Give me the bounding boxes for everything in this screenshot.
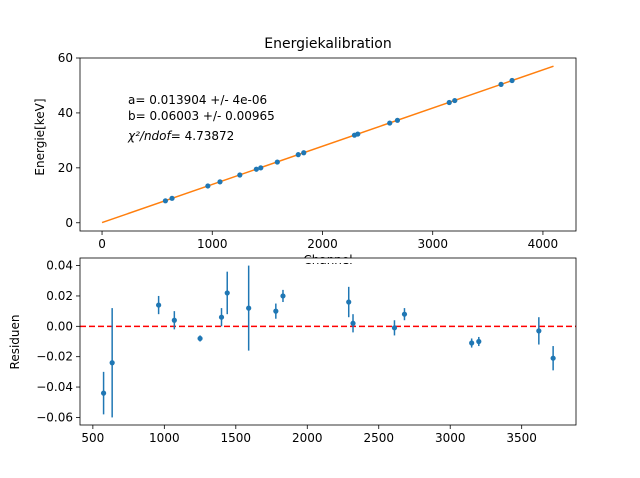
residuals-top-band — [80, 258, 576, 263]
calibration-x-tick-label: 0 — [98, 237, 106, 251]
calibration-marks — [79, 57, 577, 232]
residual-point — [197, 335, 203, 342]
residual-point — [156, 302, 162, 308]
residuals-x-tick-label: 3500 — [506, 431, 537, 445]
calibration-point — [295, 152, 301, 158]
residual-point — [109, 360, 115, 366]
calibration-point — [217, 179, 223, 185]
annotation-chi2: χ²/ndof= 4.73872 — [127, 129, 234, 143]
calibration-x-tick-label: 4000 — [528, 237, 559, 251]
calibration-point — [205, 183, 211, 189]
residual-point — [273, 308, 279, 314]
annotation-chi2-symbol: χ²/ndof — [127, 129, 173, 143]
calibration-x-tick-label: 3000 — [417, 237, 448, 251]
calibration-ticks: 0 1000 2000 3000 4000 0 20 40 60 — [58, 51, 558, 251]
residuals-x-tick-label: 2000 — [292, 431, 323, 445]
residuals-y-tick-label: 0.00 — [46, 319, 73, 333]
residual-point — [171, 317, 177, 323]
residuals-x-tick-label: 1500 — [221, 431, 252, 445]
calibration-point — [509, 77, 515, 84]
calibration-point — [162, 198, 169, 204]
calibration-point — [394, 117, 401, 123]
residual-point — [246, 305, 252, 311]
calibration-point — [498, 81, 504, 87]
annotation-chi2-value: = 4.73872 — [171, 129, 235, 143]
residual-point — [280, 293, 286, 299]
residual-point — [550, 355, 556, 361]
annotation-a: a= 0.013904 +/- 4e-06 — [128, 93, 267, 107]
calibration-point — [452, 97, 458, 104]
calibration-point — [274, 159, 280, 165]
fit-annotations: a= 0.013904 +/- 4e-06 b= 0.06003 +/- 0.0… — [127, 93, 275, 143]
residuals-y-tick-label: 0.04 — [46, 259, 73, 273]
residuals-marks — [79, 257, 577, 426]
residual-point — [476, 338, 482, 345]
residual-point — [346, 299, 352, 305]
residual-point — [536, 328, 542, 334]
residuals-y-axis-title: Residuen — [8, 315, 22, 370]
calibration-point — [355, 131, 361, 137]
residual-point — [469, 340, 475, 346]
calibration-point — [237, 172, 243, 178]
residual-point — [350, 320, 356, 326]
residuals-y-tick-label: −0.04 — [36, 380, 73, 394]
y-axis-title: Energie[keV] — [33, 98, 47, 175]
fit-line — [101, 65, 554, 224]
calibration-point — [169, 195, 175, 201]
calibration-chart: Energiekalibration 0 1000 2000 3000 4000 0 20 4… — [33, 36, 577, 267]
residuals-y-tick-label: −0.02 — [36, 350, 73, 364]
calibration-point — [301, 150, 307, 156]
calibration-x-tick-label: 2000 — [307, 237, 338, 251]
calibration-point — [387, 120, 393, 126]
calibration-frame — [79, 57, 577, 232]
residuals-x-tick-label: 2500 — [363, 431, 394, 445]
residuals-x-tick-label: 1000 — [149, 431, 180, 445]
annotation-b: b= 0.06003 +/- 0.00965 — [128, 109, 275, 123]
residual-point — [218, 314, 225, 320]
calibration-y-tick-label: 60 — [58, 51, 73, 65]
calibration-y-tick-label: 40 — [58, 106, 73, 120]
residuals-ticks: 500 1000 1500 2000 2500 3000 3500 −0.06 −0.04 −0.… — [36, 259, 537, 445]
residual-point — [391, 325, 398, 331]
residuals-chart: 500 1000 1500 2000 2500 3000 3500 −0.06 −0.04 −0.… — [8, 257, 577, 445]
chart-title: Energiekalibration — [264, 36, 392, 52]
calibration-point — [258, 165, 264, 171]
calibration-y-tick-label: 0 — [65, 216, 73, 230]
residuals-y-tick-label: −0.06 — [36, 410, 73, 424]
residuals-y-tick-label: 0.02 — [46, 289, 73, 303]
calibration-x-tick-label: 1000 — [197, 237, 228, 251]
residuals-x-tick-label: 3000 — [435, 431, 466, 445]
residuals-x-tick-label: 500 — [81, 431, 104, 445]
residual-point — [401, 311, 408, 317]
calibration-point — [253, 166, 259, 172]
residual-point — [100, 390, 107, 396]
residuals-frame — [79, 257, 577, 426]
calibration-y-tick-label: 20 — [58, 161, 73, 175]
calibration-point — [446, 99, 452, 106]
residual-point — [224, 290, 230, 296]
